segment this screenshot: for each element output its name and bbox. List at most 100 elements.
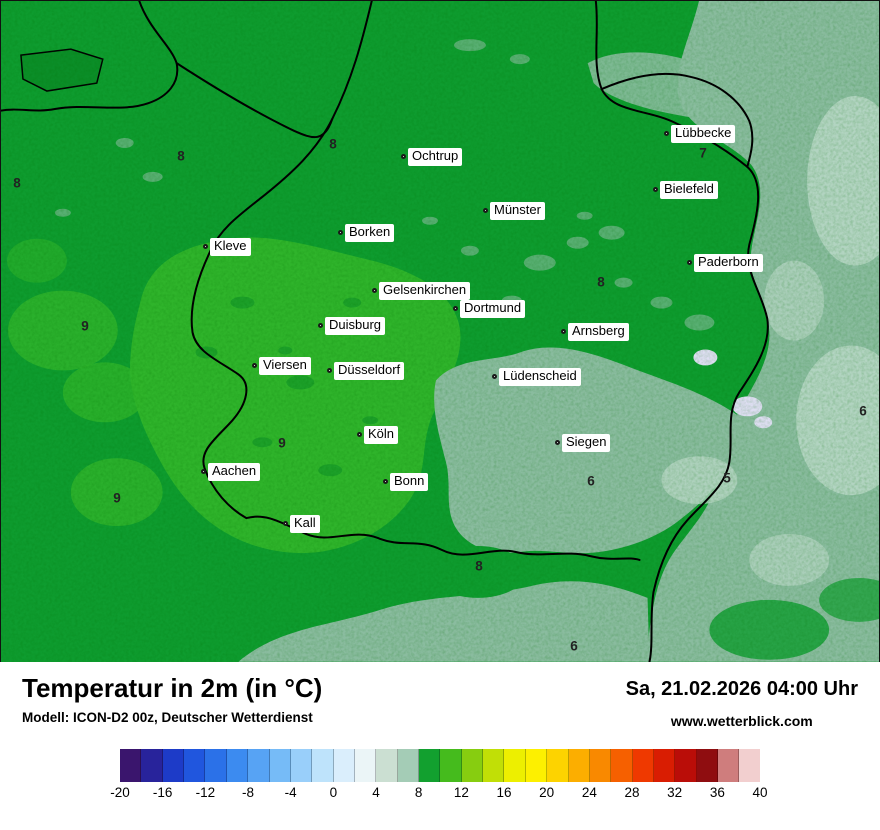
colorbar-tick-label: 0 [329, 785, 338, 800]
colorbar-segment [568, 749, 590, 782]
colorbar-segment [653, 749, 676, 782]
city-marker-icon [203, 244, 208, 250]
temperature-value: 7 [699, 145, 707, 161]
colorbar-segment [547, 749, 569, 782]
website-url: www.wetterblick.com [670, 713, 813, 729]
city-label: Paderborn [687, 254, 763, 272]
city-name: Ochtrup [408, 148, 463, 166]
temperature-value: 8 [475, 558, 483, 574]
colorbar-segment [718, 749, 740, 782]
city-name: Lüdenscheid [499, 368, 581, 386]
temperature-legend: -20 -16 -12 -8 -4 0 4 8 12 16 20 24 28 32 36 40 [110, 749, 768, 803]
city-marker-icon [453, 306, 458, 312]
city-name: Dortmund [460, 300, 526, 318]
colorbar-segment [525, 749, 548, 782]
colorbar-segment [419, 749, 441, 782]
temperature-value: 6 [859, 403, 867, 419]
city-name: Paderborn [694, 254, 763, 272]
city-label: Kall [283, 515, 320, 533]
city-marker-icon [561, 329, 566, 335]
colorbar-tick-label: 32 [667, 785, 683, 800]
colorbar-segment [312, 749, 334, 782]
colorbar-tick-label: -8 [241, 785, 255, 800]
city-label: Lübbecke [664, 125, 736, 143]
colorbar-tick-label: 40 [752, 785, 768, 800]
city-marker-icon [372, 288, 377, 294]
city-marker-icon [327, 368, 332, 374]
city-label: Gelsenkirchen [372, 282, 471, 300]
colorbar-segment [611, 749, 633, 782]
colorbar-segment [141, 749, 163, 782]
city-label: Münster [483, 202, 545, 220]
colorbar-segment [162, 749, 185, 782]
city-marker-icon [338, 230, 343, 236]
city-label: Viersen [252, 357, 311, 375]
colorbar-segment [269, 749, 291, 782]
model-info: Modell: ICON-D2 00z, Deutscher Wetterdie… [22, 709, 313, 725]
city-name: Gelsenkirchen [379, 282, 471, 300]
colorbar-segment [205, 749, 227, 782]
temperature-value-layer: 8 8 8 7 8 9 9 9 6 6 5 8 6 [1, 1, 879, 662]
city-marker-icon [492, 374, 497, 380]
colorbar-tick-label: -16 [152, 785, 173, 800]
colorbar-tick-label: -12 [195, 785, 216, 800]
city-name: Lübbecke [671, 125, 736, 143]
map-footer: Temperatur in 2m (in °C) Modell: ICON-D2… [0, 662, 880, 830]
city-label: Dortmund [453, 300, 526, 318]
city-label: Bonn [383, 473, 429, 491]
title-block: Temperatur in 2m (in °C) Modell: ICON-D2… [22, 674, 322, 725]
city-name: Bonn [390, 473, 429, 491]
temperature-value: 9 [81, 318, 89, 334]
temperature-map: 8 8 8 7 8 9 9 9 6 6 5 8 6 Ochtrup Lübbecke Münster Biel… [0, 0, 880, 662]
city-label: Köln [357, 426, 399, 444]
colorbar-tick-label: -20 [110, 785, 130, 800]
city-label: Düsseldorf [327, 362, 405, 380]
colorbar-tick-label: 16 [496, 785, 512, 800]
city-label: Kleve [203, 238, 251, 256]
city-label: Ochtrup [401, 148, 463, 166]
colorbar-segment [290, 749, 313, 782]
colorbar-segment [226, 749, 249, 782]
city-layer: Ochtrup Lübbecke Münster Bielefeld Borken Kle… [1, 1, 879, 662]
colorbar-segment [354, 749, 377, 782]
colorbar-segment [504, 749, 526, 782]
city-marker-icon [664, 131, 669, 137]
city-marker-icon [357, 432, 362, 438]
colorbar-segment [248, 749, 270, 782]
city-name: Siegen [562, 434, 611, 452]
city-marker-icon [252, 363, 257, 369]
date-block: Sa, 21.02.2026 04:00 Uhr www.wetterblick… [626, 674, 858, 729]
city-label: Bielefeld [653, 181, 718, 199]
colorbar-segment [483, 749, 505, 782]
temperature-value: 8 [13, 175, 21, 191]
city-marker-icon [401, 154, 406, 160]
colorbar-segment [440, 749, 462, 782]
city-label: Aachen [201, 463, 261, 481]
city-name: Aachen [208, 463, 261, 481]
city-label: Arnsberg [561, 323, 629, 341]
city-name: Düsseldorf [334, 362, 405, 380]
temperature-value: 8 [597, 274, 605, 290]
city-name: Kall [290, 515, 320, 533]
temperature-value: 6 [570, 638, 578, 654]
map-datetime: Sa, 21.02.2026 04:00 Uhr [625, 678, 858, 700]
colorbar-segment [184, 749, 206, 782]
colorbar-tick-label: 12 [453, 785, 469, 800]
temperature-value: 8 [329, 136, 337, 152]
city-marker-icon [283, 521, 288, 527]
colorbar-segment [333, 749, 355, 782]
city-marker-icon [201, 469, 206, 475]
city-marker-icon [318, 323, 323, 329]
city-marker-icon [383, 479, 388, 485]
colorbar-tick-label: 36 [709, 785, 725, 800]
colorbar-segment [675, 749, 697, 782]
colorbar-labels: -20 -16 -12 -8 -4 0 4 8 12 16 20 24 28 32 36 40 [110, 785, 767, 803]
colorbar-tick-label: -4 [284, 785, 297, 800]
city-label: Lüdenscheid [492, 368, 581, 386]
city-label: Borken [338, 224, 395, 242]
temperature-value: 9 [278, 435, 286, 451]
colorbar-tick-label: 20 [539, 785, 555, 800]
colorbar-segment [589, 749, 612, 782]
city-name: Kleve [210, 238, 251, 256]
colorbar-segment [739, 749, 760, 782]
